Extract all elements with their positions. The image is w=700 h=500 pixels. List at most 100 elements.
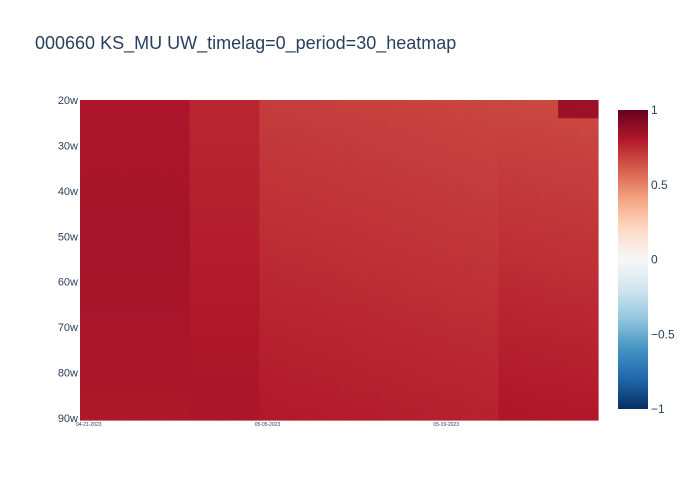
heatmap-cell xyxy=(129,122,141,129)
heatmap-cell xyxy=(159,337,171,343)
heatmap-cell xyxy=(388,410,400,417)
heatmap-cell xyxy=(548,319,559,325)
heatmap-cell xyxy=(378,168,390,174)
heatmap-cell xyxy=(129,218,141,225)
heatmap-cell xyxy=(169,314,181,321)
heatmap-cell xyxy=(558,278,569,284)
heatmap-cell xyxy=(309,365,320,371)
heatmap-cell xyxy=(388,401,400,407)
heatmap-cell xyxy=(319,292,330,298)
heatmap-cell xyxy=(578,314,589,321)
heatmap-cell xyxy=(368,237,380,243)
heatmap-cell xyxy=(398,237,410,243)
heatmap-cell xyxy=(89,186,101,193)
heatmap-cell xyxy=(588,269,599,275)
heatmap-cell xyxy=(468,100,480,106)
heatmap-cell xyxy=(89,410,101,417)
heatmap-cell xyxy=(209,104,221,110)
heatmap-cell xyxy=(89,296,101,302)
heatmap-cell xyxy=(488,100,499,106)
heatmap-cell xyxy=(498,113,509,119)
heatmap-cell xyxy=(169,122,181,129)
heatmap-cell xyxy=(169,145,181,151)
heatmap-cell xyxy=(99,310,111,316)
heatmap-cell xyxy=(398,273,410,279)
heatmap-cell xyxy=(80,305,91,311)
heatmap-cell xyxy=(478,122,490,129)
heatmap-cell xyxy=(179,406,191,412)
heatmap-cell xyxy=(358,369,370,375)
heatmap-cell xyxy=(588,305,599,311)
heatmap-cell xyxy=(548,109,559,115)
heatmap-cell xyxy=(378,342,390,348)
heatmap-cell xyxy=(189,127,201,133)
heatmap-cell xyxy=(239,127,250,133)
heatmap-cell xyxy=(488,200,499,206)
heatmap-cell xyxy=(538,150,549,156)
heatmap-cell xyxy=(159,168,171,174)
heatmap-cell xyxy=(209,278,221,284)
heatmap-cell xyxy=(478,278,490,284)
heatmap-cell xyxy=(568,177,579,183)
heatmap-cell xyxy=(488,182,499,188)
heatmap-cell xyxy=(279,287,290,293)
heatmap-cell xyxy=(448,164,460,170)
heatmap-cell xyxy=(159,200,171,206)
heatmap-cell xyxy=(199,296,211,302)
heatmap-cell xyxy=(468,410,480,417)
heatmap-cell xyxy=(468,186,480,193)
heatmap-cell xyxy=(319,378,330,385)
heatmap-cell xyxy=(488,346,499,353)
heatmap-cell xyxy=(289,214,300,220)
heatmap-cell xyxy=(289,365,300,371)
heatmap-cell xyxy=(329,186,340,193)
heatmap-cell xyxy=(468,278,480,284)
heatmap-cell xyxy=(458,383,470,389)
heatmap-cell xyxy=(558,100,569,106)
heatmap-cell xyxy=(219,305,231,311)
heatmap-cell xyxy=(518,168,529,174)
heatmap-cell xyxy=(368,328,380,334)
heatmap-cell xyxy=(548,150,559,156)
heatmap-cell xyxy=(149,223,161,229)
heatmap-cell xyxy=(129,223,141,229)
heatmap-cell xyxy=(408,255,420,261)
heatmap-cell xyxy=(80,104,91,110)
heatmap-cell xyxy=(478,378,490,385)
heatmap-cell xyxy=(488,232,499,238)
heatmap-cell xyxy=(80,246,91,252)
heatmap-cell xyxy=(189,342,201,348)
heatmap-cell xyxy=(279,273,290,279)
heatmap-cell xyxy=(129,383,141,389)
heatmap-cell xyxy=(289,278,300,284)
heatmap-cell xyxy=(448,141,460,147)
heatmap-cell xyxy=(498,118,509,124)
heatmap-cell xyxy=(428,246,440,252)
heatmap-cell xyxy=(438,282,450,289)
heatmap-cell xyxy=(269,209,280,215)
heatmap-cell xyxy=(299,232,310,238)
heatmap-cell xyxy=(289,333,300,339)
heatmap-cell xyxy=(169,287,181,293)
heatmap-cell xyxy=(368,314,380,321)
heatmap-cell xyxy=(209,410,221,417)
heatmap-cell xyxy=(558,191,569,197)
heatmap-cell xyxy=(498,122,509,129)
heatmap-cell xyxy=(239,141,250,147)
heatmap-cell xyxy=(588,324,599,330)
heatmap-cell xyxy=(428,296,440,302)
heatmap-cell xyxy=(528,410,539,417)
heatmap-cell xyxy=(568,200,579,206)
heatmap-cell xyxy=(129,168,141,174)
heatmap-cell xyxy=(438,346,450,353)
heatmap-cell xyxy=(199,310,211,316)
heatmap-cell xyxy=(578,150,589,156)
heatmap-cell xyxy=(139,122,151,129)
heatmap-cell xyxy=(488,159,499,165)
heatmap-cell xyxy=(229,132,240,138)
heatmap-cell xyxy=(528,356,539,362)
heatmap-cell xyxy=(269,228,280,234)
heatmap-cell xyxy=(249,164,260,170)
heatmap-cell xyxy=(269,122,280,129)
heatmap-cell xyxy=(418,145,430,151)
